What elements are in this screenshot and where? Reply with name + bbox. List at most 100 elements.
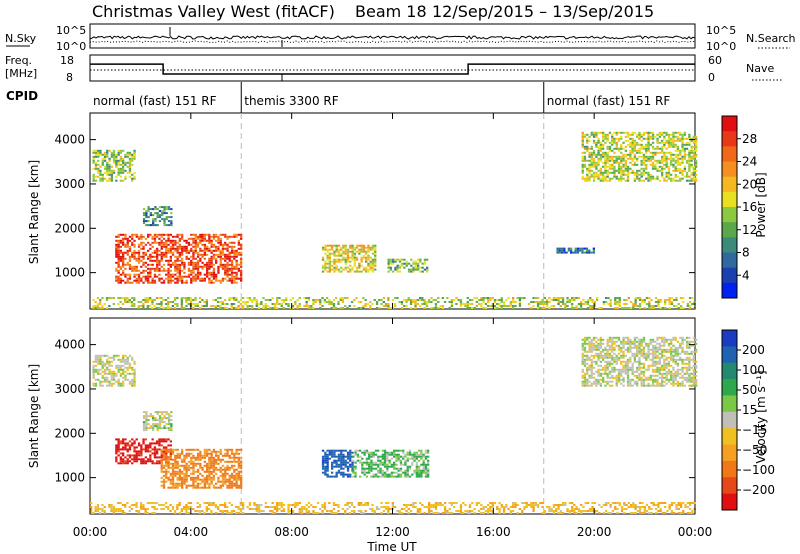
data-cell [581,143,584,146]
data-cell [253,299,256,301]
data-cell [640,372,643,375]
data-cell [228,245,231,248]
data-cell [103,370,107,373]
data-cell [108,297,111,299]
data-cell [586,350,589,353]
data-cell [626,167,630,170]
data-cell [296,307,299,309]
data-cell [346,453,350,456]
data-cell [119,267,122,270]
data-cell [340,266,343,269]
data-cell [167,251,170,254]
data-cell [396,258,399,261]
data-cell [509,303,512,305]
data-cell [165,253,168,256]
data-cell [235,267,238,270]
data-cell [178,267,181,270]
data-cell [353,252,356,255]
data-cell [115,161,118,164]
data-cell [647,346,650,349]
data-cell [690,139,693,142]
data-cell [613,155,616,158]
data-cell [194,237,197,240]
data-cell [210,305,213,307]
data-cell [651,374,655,377]
data-cell [142,220,146,223]
data-cell [667,171,671,174]
data-cell [597,163,600,166]
data-cell [174,448,177,451]
data-cell [608,147,612,150]
data-cell [381,475,384,478]
data-cell [585,247,589,250]
data-cell [144,265,147,268]
data-cell [624,169,627,172]
data-cell [108,370,111,373]
data-cell [176,257,179,260]
data-cell [156,448,159,451]
data-cell [681,177,684,180]
data-cell [128,161,132,164]
data-cell [615,378,618,381]
data-cell [230,273,234,276]
data-cell [169,269,172,272]
data-cell [349,256,352,259]
data-cell [608,362,612,365]
data-cell [267,305,270,307]
nsearch-tick-bottom: 10^0 [706,40,736,53]
data-cell [167,460,170,463]
data-cell [692,135,695,138]
data-cell [649,155,652,158]
data-cell [210,450,213,453]
data-cell [690,163,693,166]
data-cell [597,149,600,152]
data-cell [642,364,646,367]
data-cell [377,469,380,472]
data-cell [137,275,141,278]
data-cell [145,214,148,217]
data-cell [178,239,181,242]
data-cell [638,133,641,136]
data-cell [171,474,175,477]
data-cell [688,141,691,144]
data-cell [217,239,220,242]
data-cell [176,265,179,268]
data-cell [624,131,627,134]
data-cell [147,241,150,244]
data-cell [656,356,659,359]
data-cell [142,411,146,414]
data-cell [667,139,671,142]
data-cell [312,299,315,301]
data-cell [606,340,609,343]
data-cell [361,467,364,470]
data-cell [140,460,143,463]
data-cell [233,476,236,479]
data-cell [353,246,356,249]
data-cell [620,157,623,160]
data-cell [541,299,544,301]
data-cell [633,147,636,150]
data-cell [149,263,152,266]
data-cell [212,484,216,487]
data-cell [663,131,666,134]
data-cell [602,376,605,379]
data-cell [475,297,478,299]
data-cell [408,465,412,468]
data-cell [196,470,200,473]
data-cell [597,338,600,341]
data-cell [128,167,132,170]
data-cell [674,143,677,146]
data-cell [156,241,159,244]
data-cell [310,307,313,309]
data-cell [629,340,632,343]
data-cell [688,133,691,136]
data-cell [183,468,186,471]
data-cell [661,159,664,162]
data-cell [260,301,263,303]
data-cell [409,307,413,309]
data-cell [586,362,589,365]
data-cell [167,277,170,280]
data-cell [620,131,623,134]
data-cell [590,374,593,377]
data-cell [415,467,418,470]
